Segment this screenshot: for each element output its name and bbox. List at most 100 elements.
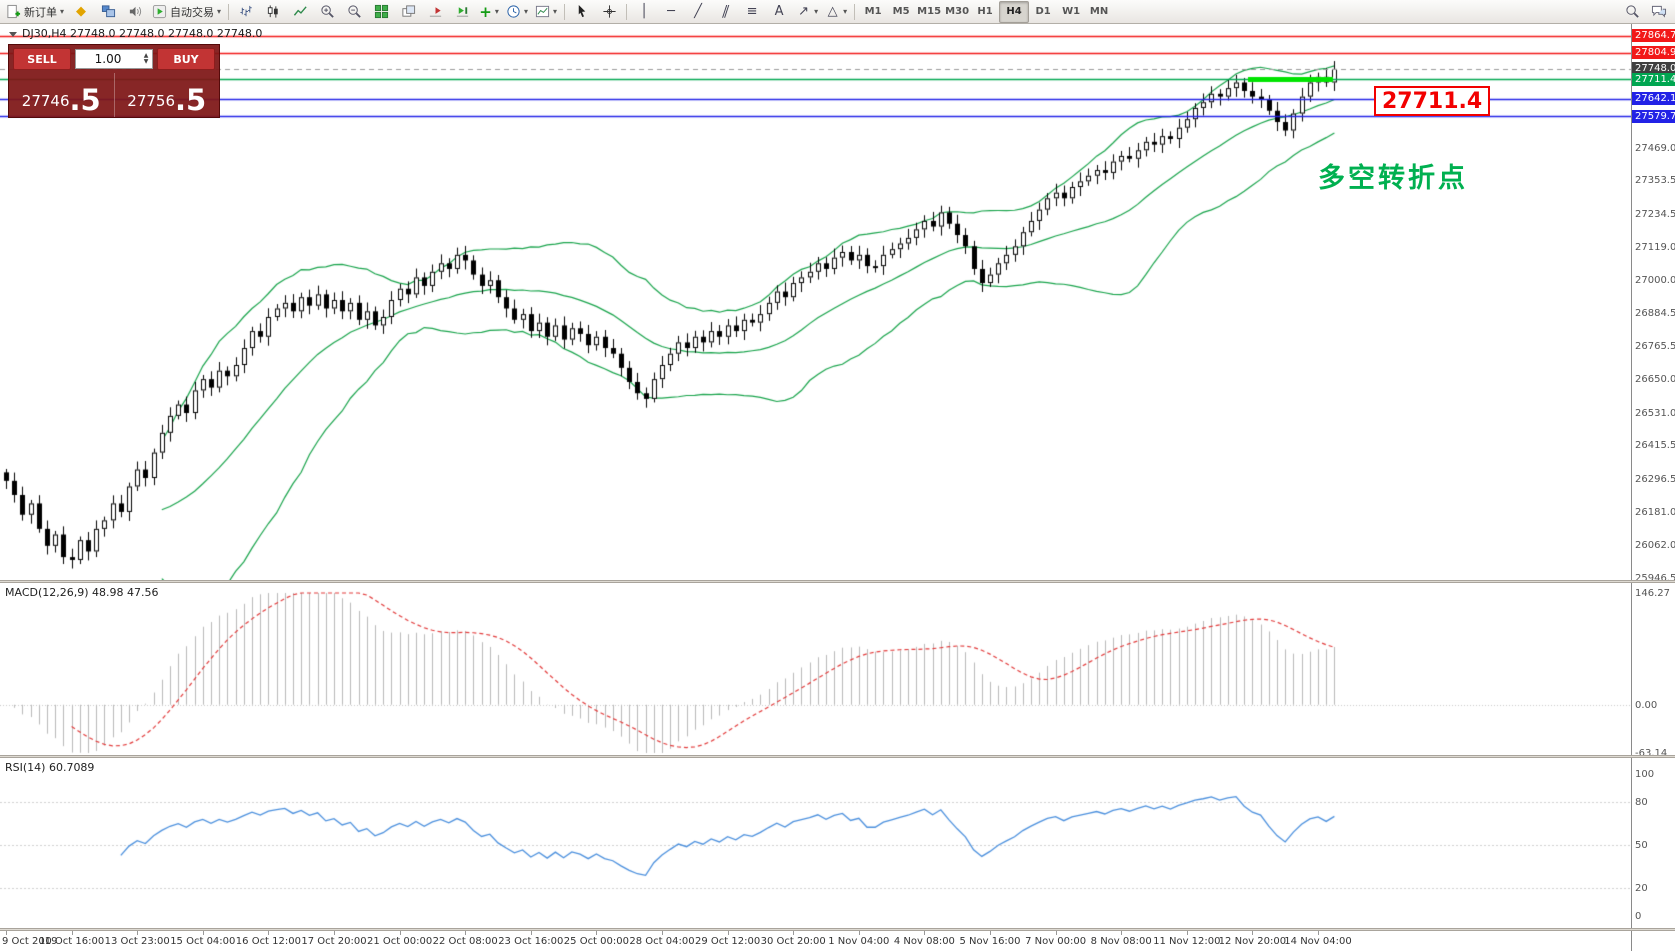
price-tick: 26884.5 xyxy=(1635,307,1675,319)
channel-tool-button[interactable]: ∥ xyxy=(712,2,738,22)
tile-windows-button[interactable] xyxy=(368,2,394,22)
arrow-tool-button[interactable]: ↗ ▾ xyxy=(793,2,821,22)
time-tick xyxy=(1055,931,1057,935)
fibonacci-tool-button[interactable]: ≡ xyxy=(739,2,765,22)
chevron-down-icon: ▾ xyxy=(217,7,222,16)
alerts-icon xyxy=(129,6,141,17)
panel-splitter[interactable] xyxy=(0,755,1675,758)
new-order-icon xyxy=(7,4,21,19)
timeframe-h4-button[interactable]: H4 xyxy=(999,0,1030,23)
crosshair-tool-button[interactable] xyxy=(596,2,622,22)
price-tick: 26765.5 xyxy=(1635,341,1675,353)
price-tick: 27119.0 xyxy=(1635,241,1675,253)
time-tick-label: 8 Nov 08:00 xyxy=(1090,936,1152,947)
rsi-panel: RSI(14) 60.7089 xyxy=(0,758,1631,928)
search-button[interactable] xyxy=(1619,2,1645,22)
periods-button[interactable]: ▾ xyxy=(503,2,531,22)
sell-button[interactable]: SELL xyxy=(13,48,71,70)
timeframe-m5-button[interactable]: M5 xyxy=(892,6,910,17)
timeframe-group: M1 M5 M15 M30 H1 H4 D1 W1 MN xyxy=(859,0,1113,23)
buy-price-button[interactable]: 27756.5 xyxy=(115,73,220,117)
volume-increase-button[interactable]: ▲ xyxy=(143,52,149,59)
timeframe-w1-button[interactable]: W1 xyxy=(1062,6,1081,17)
add-indicator-button[interactable]: + ▾ xyxy=(476,2,502,22)
shift-chart-button[interactable] xyxy=(422,2,448,22)
new-order-label: 新订单 xyxy=(24,5,57,19)
collapse-panel-icon[interactable] xyxy=(8,29,18,39)
time-tick-label: 12 Nov 20:00 xyxy=(1218,936,1287,947)
chat-button[interactable] xyxy=(1646,2,1672,22)
timeframe-m1-button[interactable]: M1 xyxy=(864,6,882,17)
macd-canvas[interactable] xyxy=(0,583,1631,755)
trendline-tool-button[interactable]: ╱ xyxy=(685,2,711,22)
crosshair-icon xyxy=(602,5,616,18)
volume-value[interactable]: 1.00 xyxy=(94,52,122,66)
autoscroll-icon xyxy=(456,7,468,17)
price-badge: 27864.7 xyxy=(1632,29,1675,43)
time-tick xyxy=(334,931,335,935)
alerts-button[interactable] xyxy=(122,2,148,22)
trendline-icon: ╱ xyxy=(694,3,702,19)
timeframe-m15-button[interactable]: M15 xyxy=(917,6,942,17)
price-badge: 27711.4 xyxy=(1632,72,1675,86)
price-axis[interactable]: 27469.0 27353.5 27234.5 27119.0 27000.0 26884… xyxy=(1631,24,1675,951)
chevron-down-icon: ▾ xyxy=(524,7,529,16)
chart-template-icon xyxy=(535,5,550,18)
new-order-button[interactable]: 新订单 ▾ xyxy=(3,2,67,22)
volume-stepper: ▲ ▼ xyxy=(140,53,152,65)
rsi-canvas[interactable] xyxy=(0,758,1631,928)
chevron-down-icon: ▾ xyxy=(60,7,65,16)
bars-chart-button[interactable] xyxy=(233,2,259,22)
line-chart-button[interactable] xyxy=(287,2,313,22)
line-chart-icon xyxy=(293,6,307,16)
time-tick xyxy=(662,931,663,935)
candles-chart-button[interactable] xyxy=(260,2,286,22)
periods-clock-icon xyxy=(507,5,520,18)
volume-decrease-button[interactable]: ▼ xyxy=(143,58,149,65)
horizontal-line-tool-button[interactable]: ─ xyxy=(658,2,684,22)
zoom-in-button[interactable] xyxy=(314,2,340,22)
tile-windows-icon xyxy=(374,4,388,19)
main-chart-canvas[interactable] xyxy=(0,24,1631,580)
shift-chart-icon xyxy=(429,7,441,17)
cursor-tool-button[interactable] xyxy=(569,2,595,22)
time-tick xyxy=(71,931,73,935)
channel-icon: ∥ xyxy=(719,3,731,19)
panel-splitter[interactable] xyxy=(0,580,1675,583)
cascade-windows-icon xyxy=(401,5,415,17)
toolbar: 新订单 ▾ ◆ 自动交易 ▾ xyxy=(0,0,1675,24)
timeframe-mn-button[interactable]: MN xyxy=(1089,6,1109,17)
charts-button[interactable]: ◆ xyxy=(68,2,94,22)
text-tool-button[interactable]: A xyxy=(766,2,792,22)
timeframe-d1-button[interactable]: D1 xyxy=(1035,6,1051,17)
chevron-down-icon: ▾ xyxy=(843,7,848,16)
price-annotation-label: 27711.4 xyxy=(1374,86,1491,116)
chart-template-button[interactable]: ▾ xyxy=(532,2,560,22)
volume-input[interactable]: 1.00 ▲ ▼ xyxy=(75,49,153,69)
vertical-line-tool-button[interactable]: │ xyxy=(631,2,657,22)
time-tick xyxy=(1318,931,1319,935)
timeframe-m30-button[interactable]: M30 xyxy=(945,6,970,17)
algo-trading-icon xyxy=(152,4,167,19)
price-tick: 27469.0 xyxy=(1635,142,1675,154)
sell-price-button[interactable]: 27746.5 xyxy=(9,73,115,117)
price-badge: 27748.0 xyxy=(1632,62,1675,76)
shapes-tool-button[interactable]: △ ▾ xyxy=(822,2,850,22)
panel-splitter[interactable] xyxy=(0,928,1675,931)
time-tick-label: 16 Oct 12:00 xyxy=(235,936,301,947)
buy-price-pips: .5 xyxy=(175,83,207,118)
cascade-windows-button[interactable] xyxy=(395,2,421,22)
toolbar-separator xyxy=(228,3,230,20)
zoom-out-button[interactable] xyxy=(341,2,367,22)
buy-button[interactable]: BUY xyxy=(157,48,215,70)
profiles-button[interactable] xyxy=(95,2,121,22)
sell-price-main: 27746 xyxy=(21,92,70,110)
rsi-label: RSI(14) 60.7089 xyxy=(5,761,95,774)
cursor-icon xyxy=(578,4,585,18)
time-tick xyxy=(1252,931,1254,935)
timeframe-h1-button[interactable]: H1 xyxy=(977,6,993,17)
time-axis[interactable]: 9 Oct 2019 10 Oct 16:00 13 Oct 23:00 15 Oct… xyxy=(0,931,1631,951)
algo-trading-button[interactable]: 自动交易 ▾ xyxy=(149,2,224,22)
autoscroll-button[interactable] xyxy=(449,2,475,22)
